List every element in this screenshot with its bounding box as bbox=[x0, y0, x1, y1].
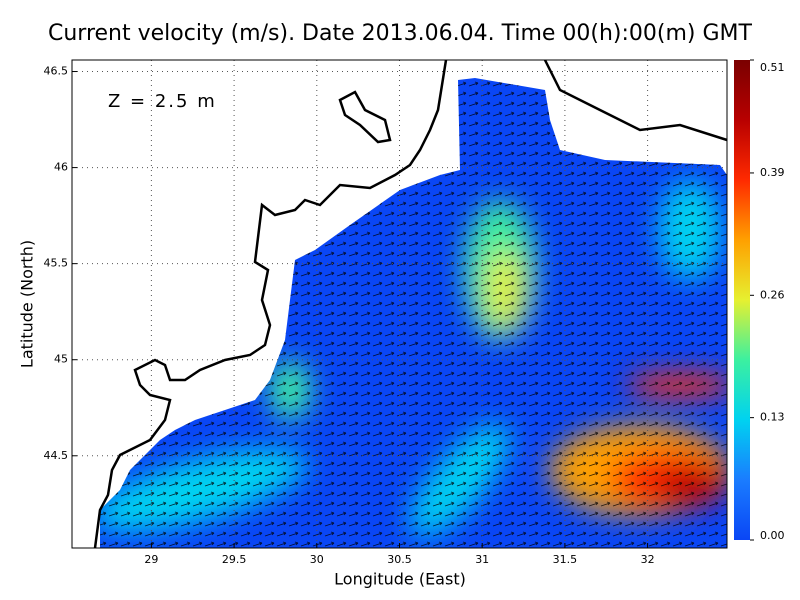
coastline bbox=[338, 59, 728, 144]
x-tick-label: 31 bbox=[475, 553, 489, 566]
velocity-field bbox=[100, 78, 727, 548]
x-tick-label: 29.5 bbox=[222, 553, 247, 566]
y-tick-label: 46 bbox=[54, 161, 68, 174]
y-tick-label: 45.5 bbox=[44, 257, 69, 270]
coastline bbox=[93, 59, 448, 549]
title: Current velocity (m/s). Date 2013.06.04.… bbox=[48, 21, 753, 46]
colorbar bbox=[734, 60, 750, 540]
colorbar-tick-label: 0.39 bbox=[760, 166, 785, 179]
grid bbox=[72, 60, 727, 548]
colorbar-tick-label: 0.13 bbox=[760, 411, 785, 424]
x-tick-label: 30.5 bbox=[387, 553, 412, 566]
y-tick-label: 44.5 bbox=[44, 449, 69, 462]
x-tick-label: 31.5 bbox=[553, 553, 578, 566]
x-tick-label: 29 bbox=[144, 553, 158, 566]
x-tick-label: 30 bbox=[310, 553, 324, 566]
colorbar-tick-label: 0.51 bbox=[760, 61, 785, 74]
colorbar-tick-label: 0.00 bbox=[760, 529, 785, 542]
x-axis-label: Longitude (East) bbox=[334, 570, 466, 589]
x-tick-label: 32 bbox=[641, 553, 655, 566]
y-tick-label: 45 bbox=[54, 353, 68, 366]
y-axis-label: Latitude (North) bbox=[18, 240, 37, 368]
y-tick-label: 46.5 bbox=[44, 65, 69, 78]
depth-label: Z = 2.5 m bbox=[108, 91, 217, 112]
colorbar-tick-label: 0.26 bbox=[760, 288, 785, 301]
